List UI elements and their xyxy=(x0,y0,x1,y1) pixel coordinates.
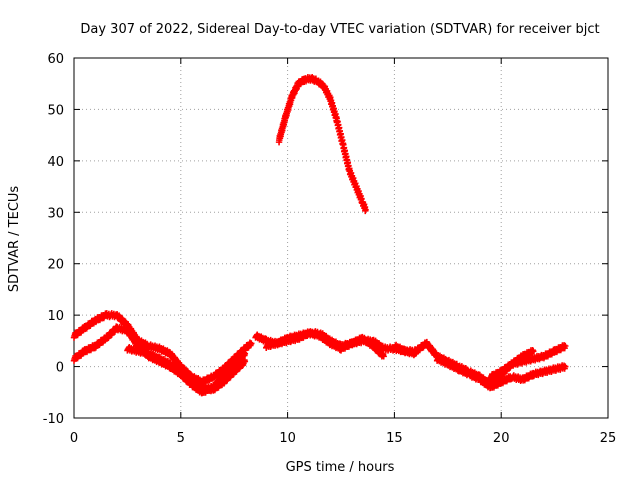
y-tick-label: 30 xyxy=(47,206,64,221)
track-f-point xyxy=(362,206,369,213)
x-axis-label: GPS time / hours xyxy=(286,460,395,475)
series-track-h xyxy=(433,354,569,392)
x-tick-label: 10 xyxy=(279,431,296,446)
plot-frame xyxy=(73,57,609,419)
track-i-point xyxy=(530,347,537,355)
y-tick-label: 40 xyxy=(47,155,64,170)
track-g-point xyxy=(562,342,569,350)
series-track-e xyxy=(263,328,387,360)
x-tick-label: 25 xyxy=(600,431,617,446)
x-tick-label: 15 xyxy=(386,431,403,446)
y-tick-label: 50 xyxy=(47,103,64,118)
track-a-point xyxy=(248,340,255,347)
series-track-i xyxy=(487,346,537,382)
chart-title: Day 307 of 2022, Sidereal Day-to-day VTE… xyxy=(80,22,599,37)
x-tick-label: 5 xyxy=(177,431,185,446)
track-e-point xyxy=(380,353,387,360)
y-tick-label: -10 xyxy=(43,412,64,427)
axis-ticks: 0 5 10 15 20 25 -10 0 10 20 30 40 50 60 xyxy=(43,52,617,446)
data-points xyxy=(70,73,569,397)
x-tick-label: 20 xyxy=(493,431,510,446)
y-tick-label: 60 xyxy=(47,52,64,67)
track-c-point xyxy=(241,358,249,365)
series-track-f xyxy=(275,73,369,215)
y-tick-label: 20 xyxy=(47,258,64,273)
x-tick-label: 0 xyxy=(70,431,78,446)
series-track-c xyxy=(124,343,249,395)
y-tick-label: 10 xyxy=(47,309,64,324)
grid xyxy=(74,58,608,418)
y-axis-label: SDTVAR / TECUs xyxy=(7,186,22,293)
y-tick-label: 0 xyxy=(56,361,64,376)
track-b-point xyxy=(241,350,249,357)
track-h-point xyxy=(562,363,569,370)
